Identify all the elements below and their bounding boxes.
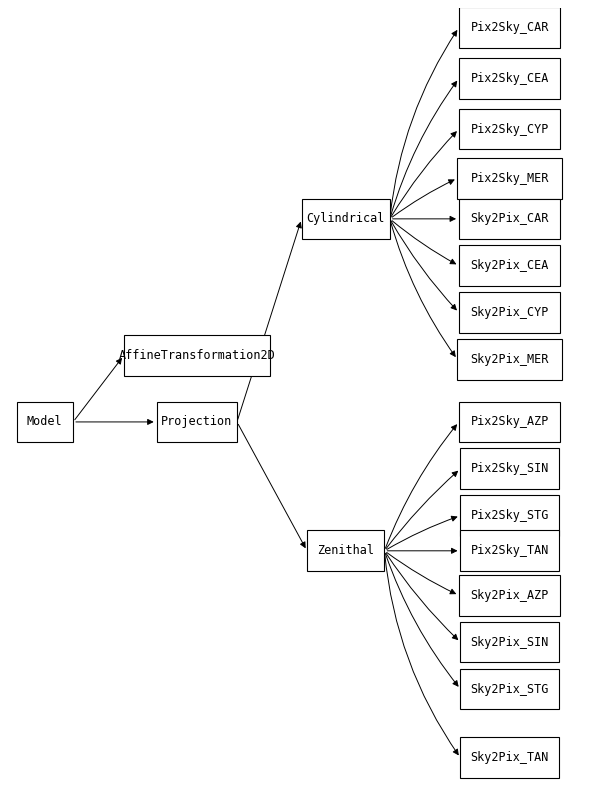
Text: Cylindrical: Cylindrical <box>306 212 385 226</box>
FancyBboxPatch shape <box>457 158 562 198</box>
Text: AffineTransformation2D: AffineTransformation2D <box>119 349 275 362</box>
Text: Sky2Pix_TAN: Sky2Pix_TAN <box>471 752 549 764</box>
Text: Pix2Sky_CAR: Pix2Sky_CAR <box>471 21 549 34</box>
FancyBboxPatch shape <box>459 198 560 239</box>
Text: Sky2Pix_STG: Sky2Pix_STG <box>471 682 549 696</box>
FancyBboxPatch shape <box>302 198 390 239</box>
FancyBboxPatch shape <box>460 669 559 709</box>
Text: Sky2Pix_CEA: Sky2Pix_CEA <box>471 259 549 273</box>
FancyBboxPatch shape <box>460 449 559 489</box>
Text: Pix2Sky_SIN: Pix2Sky_SIN <box>471 462 549 475</box>
Text: Zenithal: Zenithal <box>317 544 374 557</box>
Text: Pix2Sky_CYP: Pix2Sky_CYP <box>471 123 549 135</box>
Text: Pix2Sky_STG: Pix2Sky_STG <box>471 509 549 522</box>
Text: Sky2Pix_SIN: Sky2Pix_SIN <box>471 636 549 649</box>
FancyBboxPatch shape <box>459 245 560 286</box>
Text: Sky2Pix_CYP: Sky2Pix_CYP <box>471 306 549 319</box>
FancyBboxPatch shape <box>460 622 559 662</box>
Text: Sky2Pix_AZP: Sky2Pix_AZP <box>471 589 549 602</box>
FancyBboxPatch shape <box>459 292 560 333</box>
FancyBboxPatch shape <box>459 108 560 149</box>
FancyBboxPatch shape <box>459 402 560 442</box>
FancyBboxPatch shape <box>460 737 559 778</box>
Text: Pix2Sky_MER: Pix2Sky_MER <box>471 171 549 185</box>
FancyBboxPatch shape <box>460 531 559 571</box>
FancyBboxPatch shape <box>459 7 560 48</box>
FancyBboxPatch shape <box>156 402 237 442</box>
FancyBboxPatch shape <box>307 531 384 571</box>
Text: Projection: Projection <box>161 415 232 429</box>
Text: Pix2Sky_AZP: Pix2Sky_AZP <box>471 415 549 429</box>
Text: Pix2Sky_TAN: Pix2Sky_TAN <box>471 544 549 557</box>
Text: Pix2Sky_CEA: Pix2Sky_CEA <box>471 72 549 84</box>
FancyBboxPatch shape <box>16 402 73 442</box>
FancyBboxPatch shape <box>457 340 562 379</box>
FancyBboxPatch shape <box>459 575 560 615</box>
Text: Sky2Pix_CAR: Sky2Pix_CAR <box>471 212 549 226</box>
Text: Model: Model <box>27 415 63 429</box>
Text: Sky2Pix_MER: Sky2Pix_MER <box>471 353 549 366</box>
FancyBboxPatch shape <box>460 496 559 536</box>
FancyBboxPatch shape <box>124 336 270 376</box>
FancyBboxPatch shape <box>459 58 560 99</box>
